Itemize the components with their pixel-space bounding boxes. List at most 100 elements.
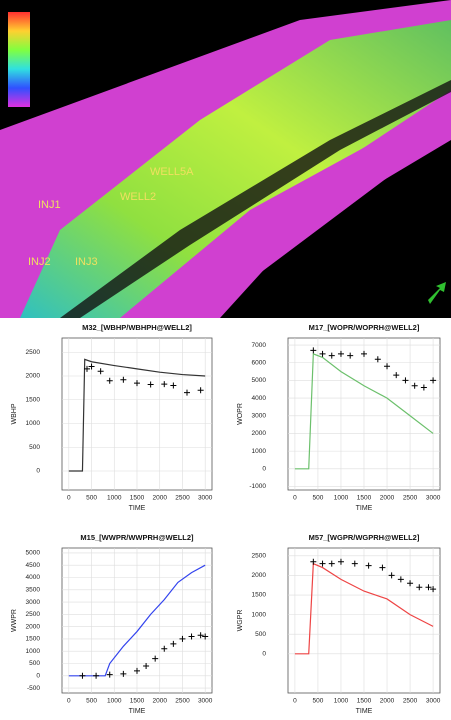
x-tick-label: 1500	[357, 495, 372, 502]
observed-marker	[374, 356, 381, 363]
orientation-arrow	[428, 282, 446, 304]
y-tick-label: 1000	[26, 648, 41, 655]
observed-marker	[197, 632, 204, 639]
x-tick-label: 500	[86, 698, 97, 705]
x-axis-label: TIME	[356, 505, 373, 512]
series-line	[294, 353, 434, 470]
observed-marker	[379, 564, 386, 571]
observed-marker	[184, 389, 190, 396]
x-tick-label: 2000	[152, 495, 167, 502]
y-tick-label: 4000	[252, 395, 267, 402]
y-tick-label: 2500	[252, 553, 267, 560]
x-tick-label: 1000	[107, 495, 122, 502]
observed-marker	[120, 376, 127, 383]
x-tick-label: 2000	[380, 698, 395, 705]
x-axis-label: TIME	[129, 708, 146, 715]
chart-title: M15_[WWPR/WWPRH@WELL2]	[80, 533, 194, 542]
y-tick-label: 1500	[26, 636, 41, 643]
y-tick-label: 500	[255, 631, 266, 638]
y-tick-label: 0	[36, 468, 40, 475]
observed-marker	[202, 633, 209, 640]
y-tick-label: 3000	[252, 412, 267, 419]
x-tick-label: 2000	[152, 698, 167, 705]
y-tick-label: 2000	[252, 430, 267, 437]
observed-marker	[84, 365, 90, 372]
well-label: INJ3	[75, 256, 98, 268]
series-line	[294, 562, 434, 655]
chart: M15_[WWPR/WWPRH@WELL2] -500 0 500 1000 1500 20…	[11, 533, 213, 715]
series-line	[68, 564, 206, 677]
observed-marker	[97, 368, 104, 375]
chart-title: M32_[WBHP/WBHPH@WELL2]	[82, 323, 192, 332]
chart: M17_[WOPR/WOPRH@WELL2] -1000 0 1000 2000 3000…	[237, 323, 441, 512]
x-tick-label: 1000	[334, 495, 349, 502]
observed-marker	[310, 558, 317, 565]
x-tick-label: 2500	[403, 698, 418, 705]
x-tick-label: 3000	[198, 698, 213, 705]
x-tick-label: 0	[67, 698, 71, 705]
y-tick-label: 0	[262, 466, 266, 473]
y-tick-label: 4500	[26, 562, 41, 569]
y-tick-label: 5000	[252, 377, 267, 384]
observed-marker	[328, 352, 335, 359]
observed-marker	[188, 633, 195, 640]
y-tick-label: -1000	[249, 483, 266, 490]
observed-marker	[361, 350, 367, 357]
y-tick-label: 7000	[252, 342, 267, 349]
observed-marker	[106, 671, 113, 678]
x-tick-label: 0	[67, 495, 71, 502]
observed-marker	[416, 584, 423, 591]
y-axis-label: WOPR	[237, 403, 244, 425]
observed-marker	[88, 363, 95, 370]
x-tick-label: 1000	[334, 698, 349, 705]
observed-marker	[393, 372, 400, 379]
x-tick-label: 0	[293, 495, 297, 502]
chart: M57_[WGPR/WGPRH@WELL2] 0 500 1000 1500 2000 25…	[237, 533, 441, 715]
series-line	[68, 358, 206, 472]
x-tick-label: 500	[86, 495, 97, 502]
x-tick-label: 2000	[380, 495, 395, 502]
well-label: INJ2	[28, 256, 51, 268]
reservoir-view: INJ1 INJ2 INJ3 WELL2 WELL5A	[0, 0, 451, 318]
observed-marker	[402, 377, 409, 384]
observed-marker	[420, 384, 427, 391]
reservoir-zone	[20, 20, 451, 318]
well-label: INJ1	[38, 199, 61, 211]
chart-title: M57_[WGPR/WGPRH@WELL2]	[309, 533, 420, 542]
observed-marker	[407, 580, 414, 587]
observed-marker	[388, 572, 395, 579]
observed-marker	[397, 576, 404, 583]
y-tick-label: 5000	[26, 550, 41, 557]
observed-marker	[170, 640, 177, 647]
observed-marker	[337, 350, 344, 357]
observed-marker	[134, 667, 140, 674]
color-legend	[8, 12, 30, 107]
y-tick-label: -500	[27, 685, 40, 692]
observed-marker	[347, 352, 354, 359]
y-tick-label: 4000	[26, 574, 41, 581]
observed-marker	[310, 347, 317, 354]
x-tick-label: 2500	[403, 495, 418, 502]
x-tick-label: 3000	[426, 495, 441, 502]
observed-marker	[120, 670, 127, 677]
observed-marker	[365, 562, 372, 569]
observed-marker	[106, 377, 113, 384]
y-tick-label: 0	[262, 651, 266, 658]
y-tick-label: 2500	[26, 349, 41, 356]
y-axis-label: WGPR	[237, 610, 244, 632]
y-tick-label: 3000	[26, 599, 41, 606]
observed-marker	[197, 387, 204, 394]
chart-title: M17_[WOPR/WOPRH@WELL2]	[309, 323, 420, 332]
y-tick-label: 1500	[26, 396, 41, 403]
x-tick-label: 1500	[130, 495, 145, 502]
observed-marker	[161, 381, 168, 388]
observed-marker	[79, 672, 86, 679]
fault	[60, 80, 451, 318]
observed-marker	[430, 586, 437, 593]
observed-marker	[319, 350, 326, 357]
y-tick-label: 1000	[26, 420, 41, 427]
observed-marker	[161, 645, 168, 652]
observed-marker	[384, 363, 391, 370]
x-tick-label: 2500	[175, 495, 190, 502]
x-tick-label: 1000	[107, 698, 122, 705]
